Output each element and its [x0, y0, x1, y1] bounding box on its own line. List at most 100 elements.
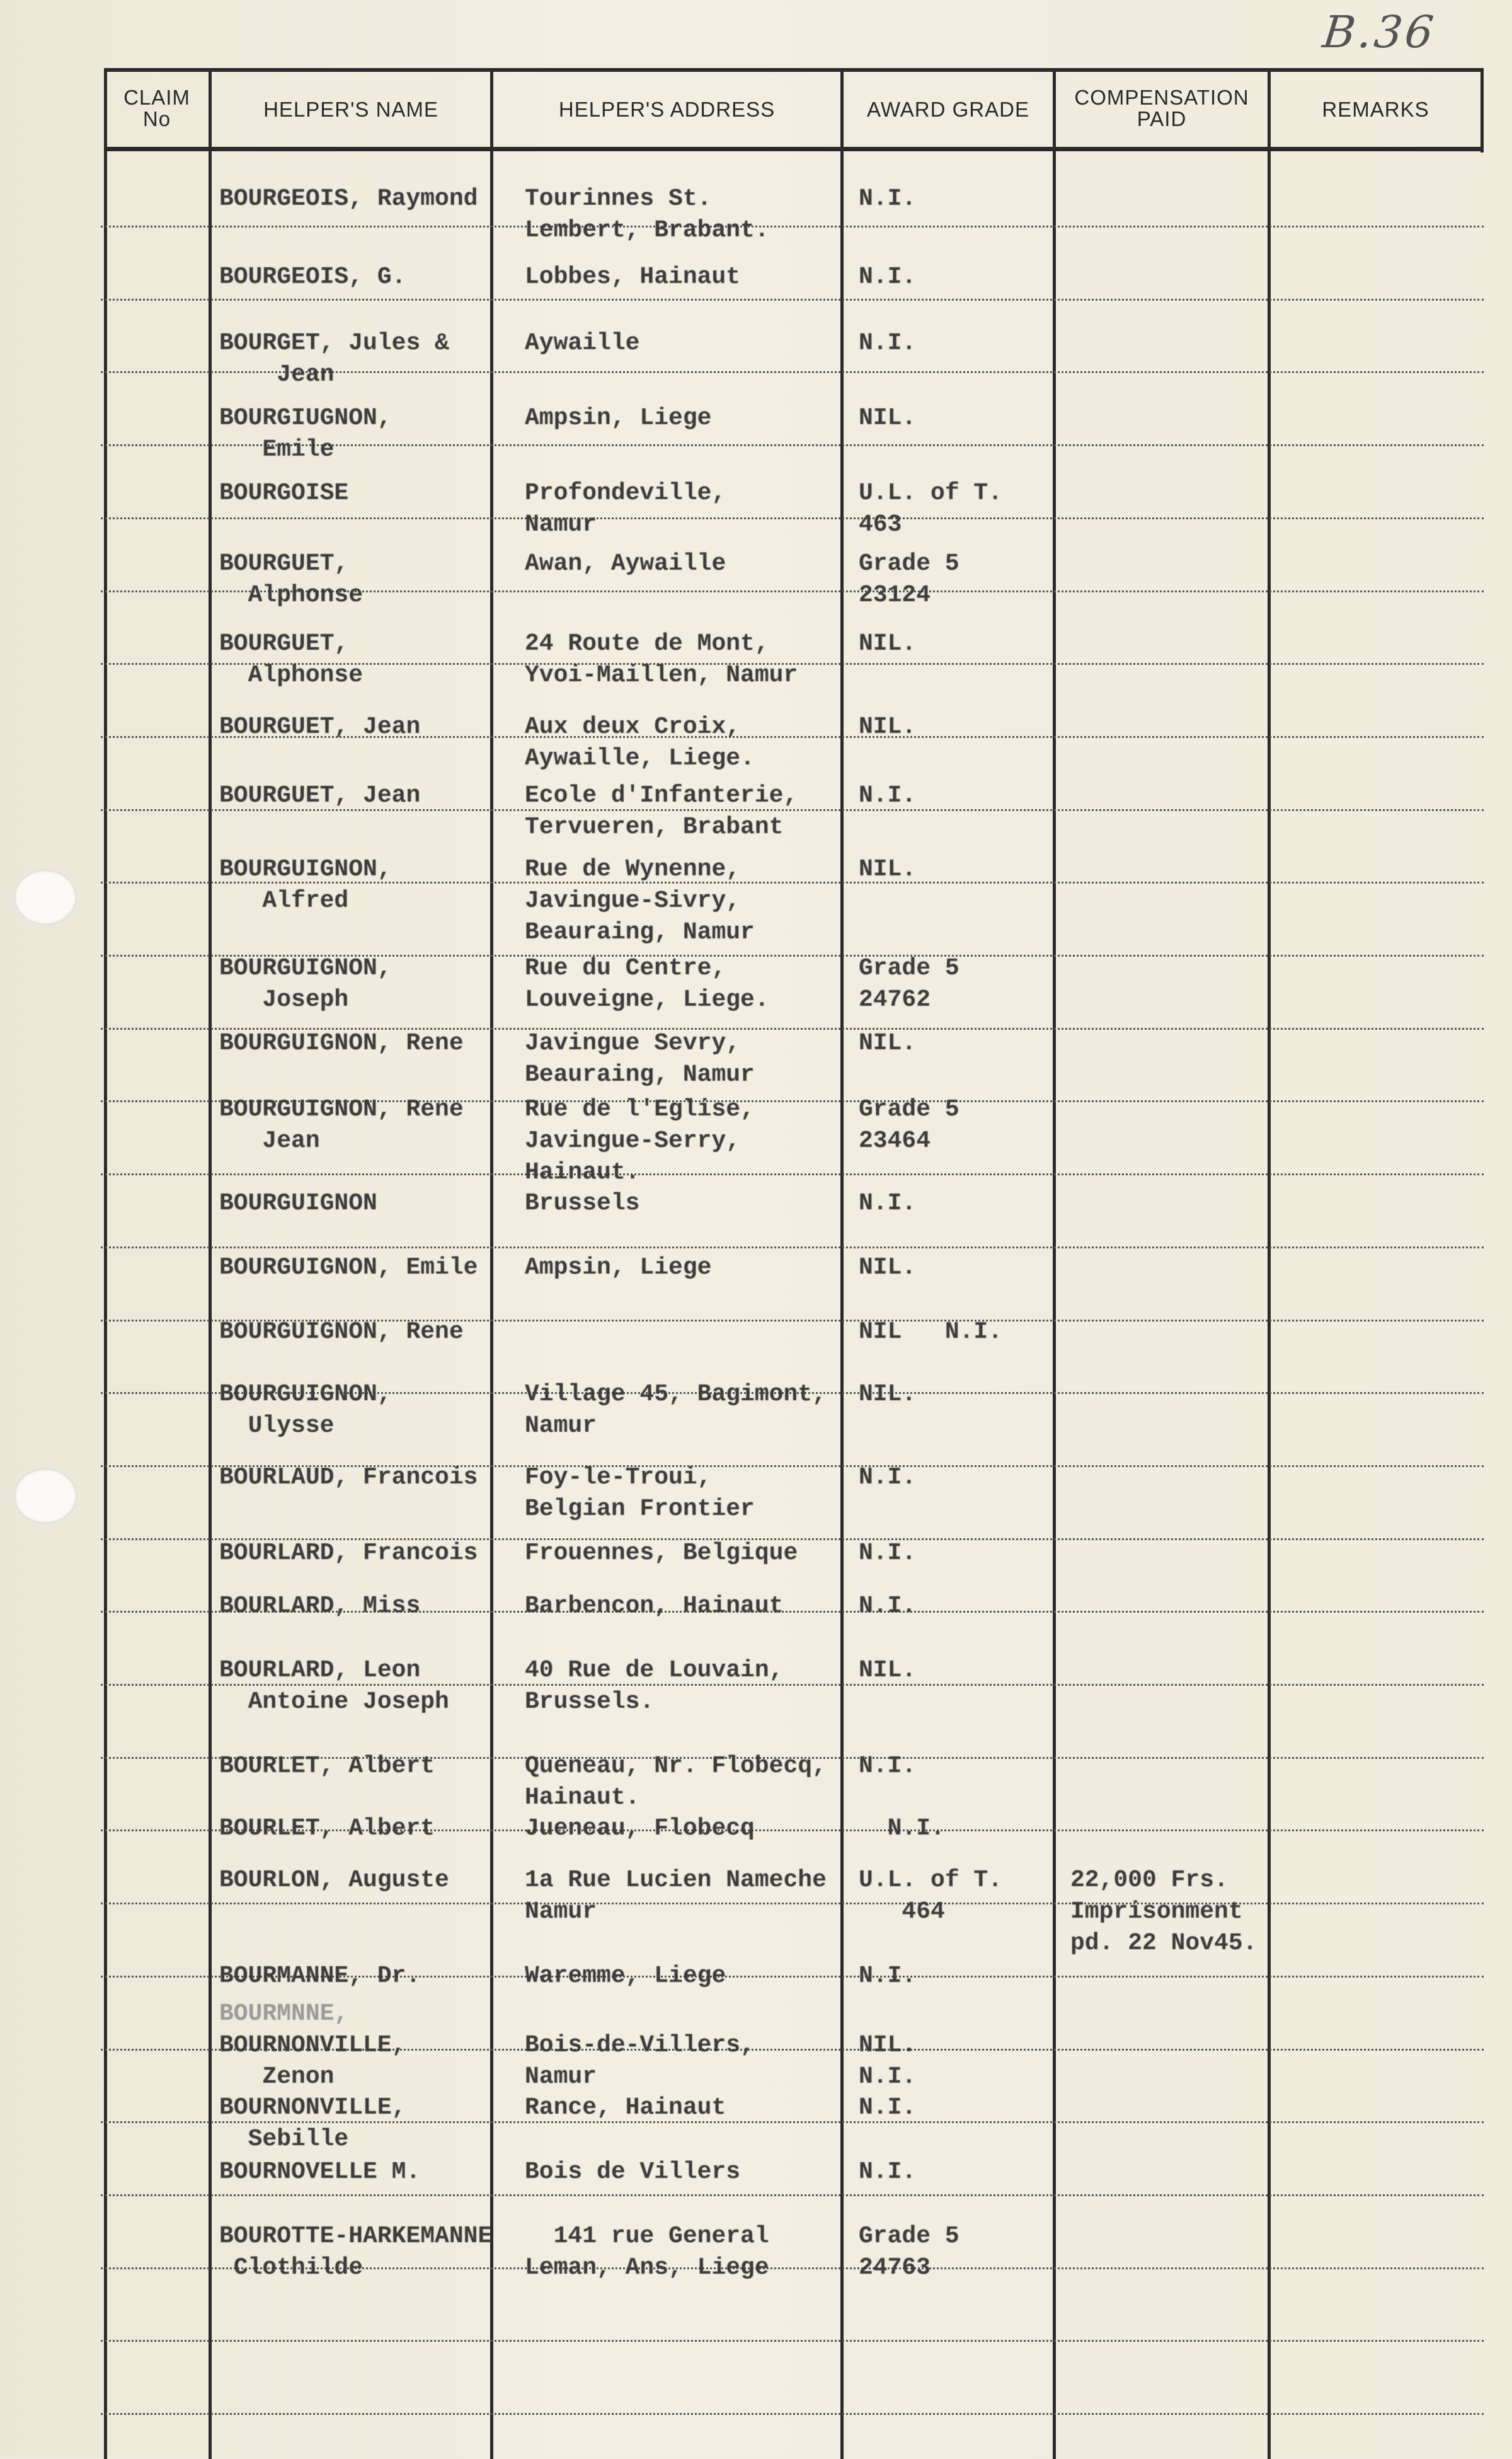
ruled-line	[101, 955, 1484, 957]
address-cell: Javingue-Serry,	[525, 1127, 741, 1155]
address-cell: Profondeville,	[525, 480, 726, 507]
name-cell: BOURGEOIS, G.	[219, 263, 406, 291]
address-cell: Awan, Aywaille	[525, 550, 726, 578]
address-cell: Yvoi-Maillen, Namur	[525, 662, 798, 689]
address-cell: 40 Rue de Louvain,	[525, 1657, 784, 1684]
address-cell: Hainaut.	[525, 1783, 640, 1811]
ruled-line	[101, 1829, 1484, 1832]
header-bottom-rule	[104, 147, 1484, 151]
award-cell: N.I.	[859, 1815, 945, 1843]
column-rule	[104, 71, 107, 2459]
address-cell: Rance, Hainaut	[525, 2093, 726, 2121]
award-cell: N.I.	[859, 1592, 917, 1620]
name-cell: BOURLON, Auguste	[219, 1867, 449, 1894]
name-cell: BOURGUET,	[219, 550, 349, 578]
address-cell: Bois de Villers	[525, 2158, 741, 2185]
punch-hole	[14, 870, 77, 925]
address-cell: Beauraing, Namur	[525, 919, 755, 947]
compensation-cell: Imprisonment	[1070, 1898, 1243, 1926]
award-cell: N.I.	[859, 185, 917, 212]
address-cell: Aywaille	[525, 329, 640, 357]
address-cell: Foy-le-Troui,	[525, 1464, 712, 1492]
award-cell: NIL.	[859, 405, 917, 432]
ruled-line	[101, 1319, 1484, 1322]
ruled-line	[101, 2048, 1484, 2051]
award-cell: N.I.	[859, 1962, 917, 1990]
ruled-line	[101, 2340, 1484, 2342]
ruled-line	[101, 2121, 1484, 2124]
compensation-cell: 22,000 Frs.	[1070, 1867, 1228, 1894]
ruled-line	[101, 517, 1484, 519]
ruled-line	[101, 1611, 1484, 1613]
ruled-line	[101, 1392, 1484, 1395]
column-rule	[209, 71, 212, 2459]
address-cell: Brussels	[525, 1189, 640, 1217]
header-remarks: REMARKS	[1322, 98, 1429, 121]
address-cell: Frouennes, Belgique	[525, 1539, 798, 1567]
award-cell: NIL N.I.	[859, 1318, 1003, 1345]
header-helpers-address: HELPER'S ADDRESS	[558, 98, 776, 121]
name-cell: BOURGUET, Jean	[219, 713, 421, 740]
address-cell: Beauraing, Namur	[525, 1061, 755, 1089]
name-cell: BOURMANNE, Dr.	[219, 1962, 421, 1990]
award-cell: NIL.	[859, 1030, 917, 1057]
header-claim-no: CLAIM No	[123, 86, 190, 130]
name-cell: Sebille	[219, 2125, 349, 2153]
ruled-line	[101, 2267, 1484, 2269]
award-cell: U.L. of T.	[859, 480, 1003, 507]
name-cell: Antoine Joseph	[219, 1688, 449, 1716]
ruled-line	[101, 663, 1484, 665]
award-cell: NIL.	[859, 856, 917, 884]
address-cell: Ecole d'Infanterie,	[525, 782, 798, 810]
name-cell: BOURGIUGNON,	[219, 405, 392, 432]
award-cell: N.I.	[859, 2093, 917, 2121]
award-cell: 24762	[859, 986, 931, 1013]
award-cell: NIL.	[859, 2031, 917, 2059]
award-cell: NIL.	[859, 1253, 917, 1281]
ruled-line	[101, 1100, 1484, 1103]
name-cell: BOURGUIGNON, Emile	[219, 1253, 478, 1281]
column-rule	[490, 71, 493, 2459]
ruled-line	[101, 2194, 1484, 2196]
address-cell: Tourinnes St.	[525, 185, 712, 212]
award-cell: N.I.	[859, 1752, 917, 1780]
column-rule	[1053, 71, 1056, 2459]
award-cell: 464	[859, 1898, 945, 1926]
address-cell: Waremme, Liege	[525, 1962, 726, 1990]
ruled-line	[101, 1903, 1484, 1905]
name-cell: BOURLARD, Francois	[219, 1539, 478, 1567]
award-cell: 24763	[859, 2254, 931, 2281]
address-cell: Brussels.	[525, 1688, 655, 1716]
award-cell: N.I.	[859, 1464, 917, 1492]
name-cell: BOURGUIGNON, Rene	[219, 1095, 464, 1123]
header-helpers-name: HELPER'S NAME	[263, 98, 438, 121]
header-top-rule	[104, 68, 1484, 72]
ruled-line	[101, 226, 1484, 227]
address-cell: Louveigne, Liege.	[525, 986, 769, 1013]
name-cell: BOURGOISE	[219, 480, 349, 507]
address-cell: Jueneau, Flobecq	[525, 1815, 755, 1843]
handwritten-reference: B.36	[1320, 6, 1439, 58]
ruled-line	[101, 1756, 1484, 1759]
address-cell: Aywaille, Liege.	[525, 744, 755, 772]
header-award-grade: AWARD GRADE	[867, 98, 1029, 121]
name-cell: Alphonse	[219, 582, 364, 609]
name-cell: BOURLET, Albert	[219, 1752, 435, 1780]
name-cell: BOURNONVILLE,	[219, 2031, 406, 2059]
name-cell: BOURLARD, Miss	[219, 1592, 421, 1620]
ruled-line	[101, 590, 1484, 592]
ruled-line	[101, 1684, 1484, 1686]
name-cell: BOURGUIGNON,	[219, 856, 392, 884]
award-cell: U.L. of T.	[859, 1867, 1003, 1894]
address-cell: Rue de Wynenne,	[525, 856, 741, 884]
name-cell: BOURGUET, Jean	[219, 782, 421, 810]
address-cell: Namur	[525, 511, 597, 539]
address-cell: Belgian Frontier	[525, 1495, 755, 1523]
ruled-line	[101, 1975, 1484, 1978]
award-cell: N.I.	[859, 782, 917, 810]
award-cell: N.I.	[859, 1189, 917, 1217]
ruled-line	[101, 1173, 1484, 1176]
address-cell: Village 45, Bagimont,	[525, 1381, 827, 1408]
ruled-line	[101, 809, 1484, 811]
award-cell: Grade 5	[859, 1095, 959, 1123]
